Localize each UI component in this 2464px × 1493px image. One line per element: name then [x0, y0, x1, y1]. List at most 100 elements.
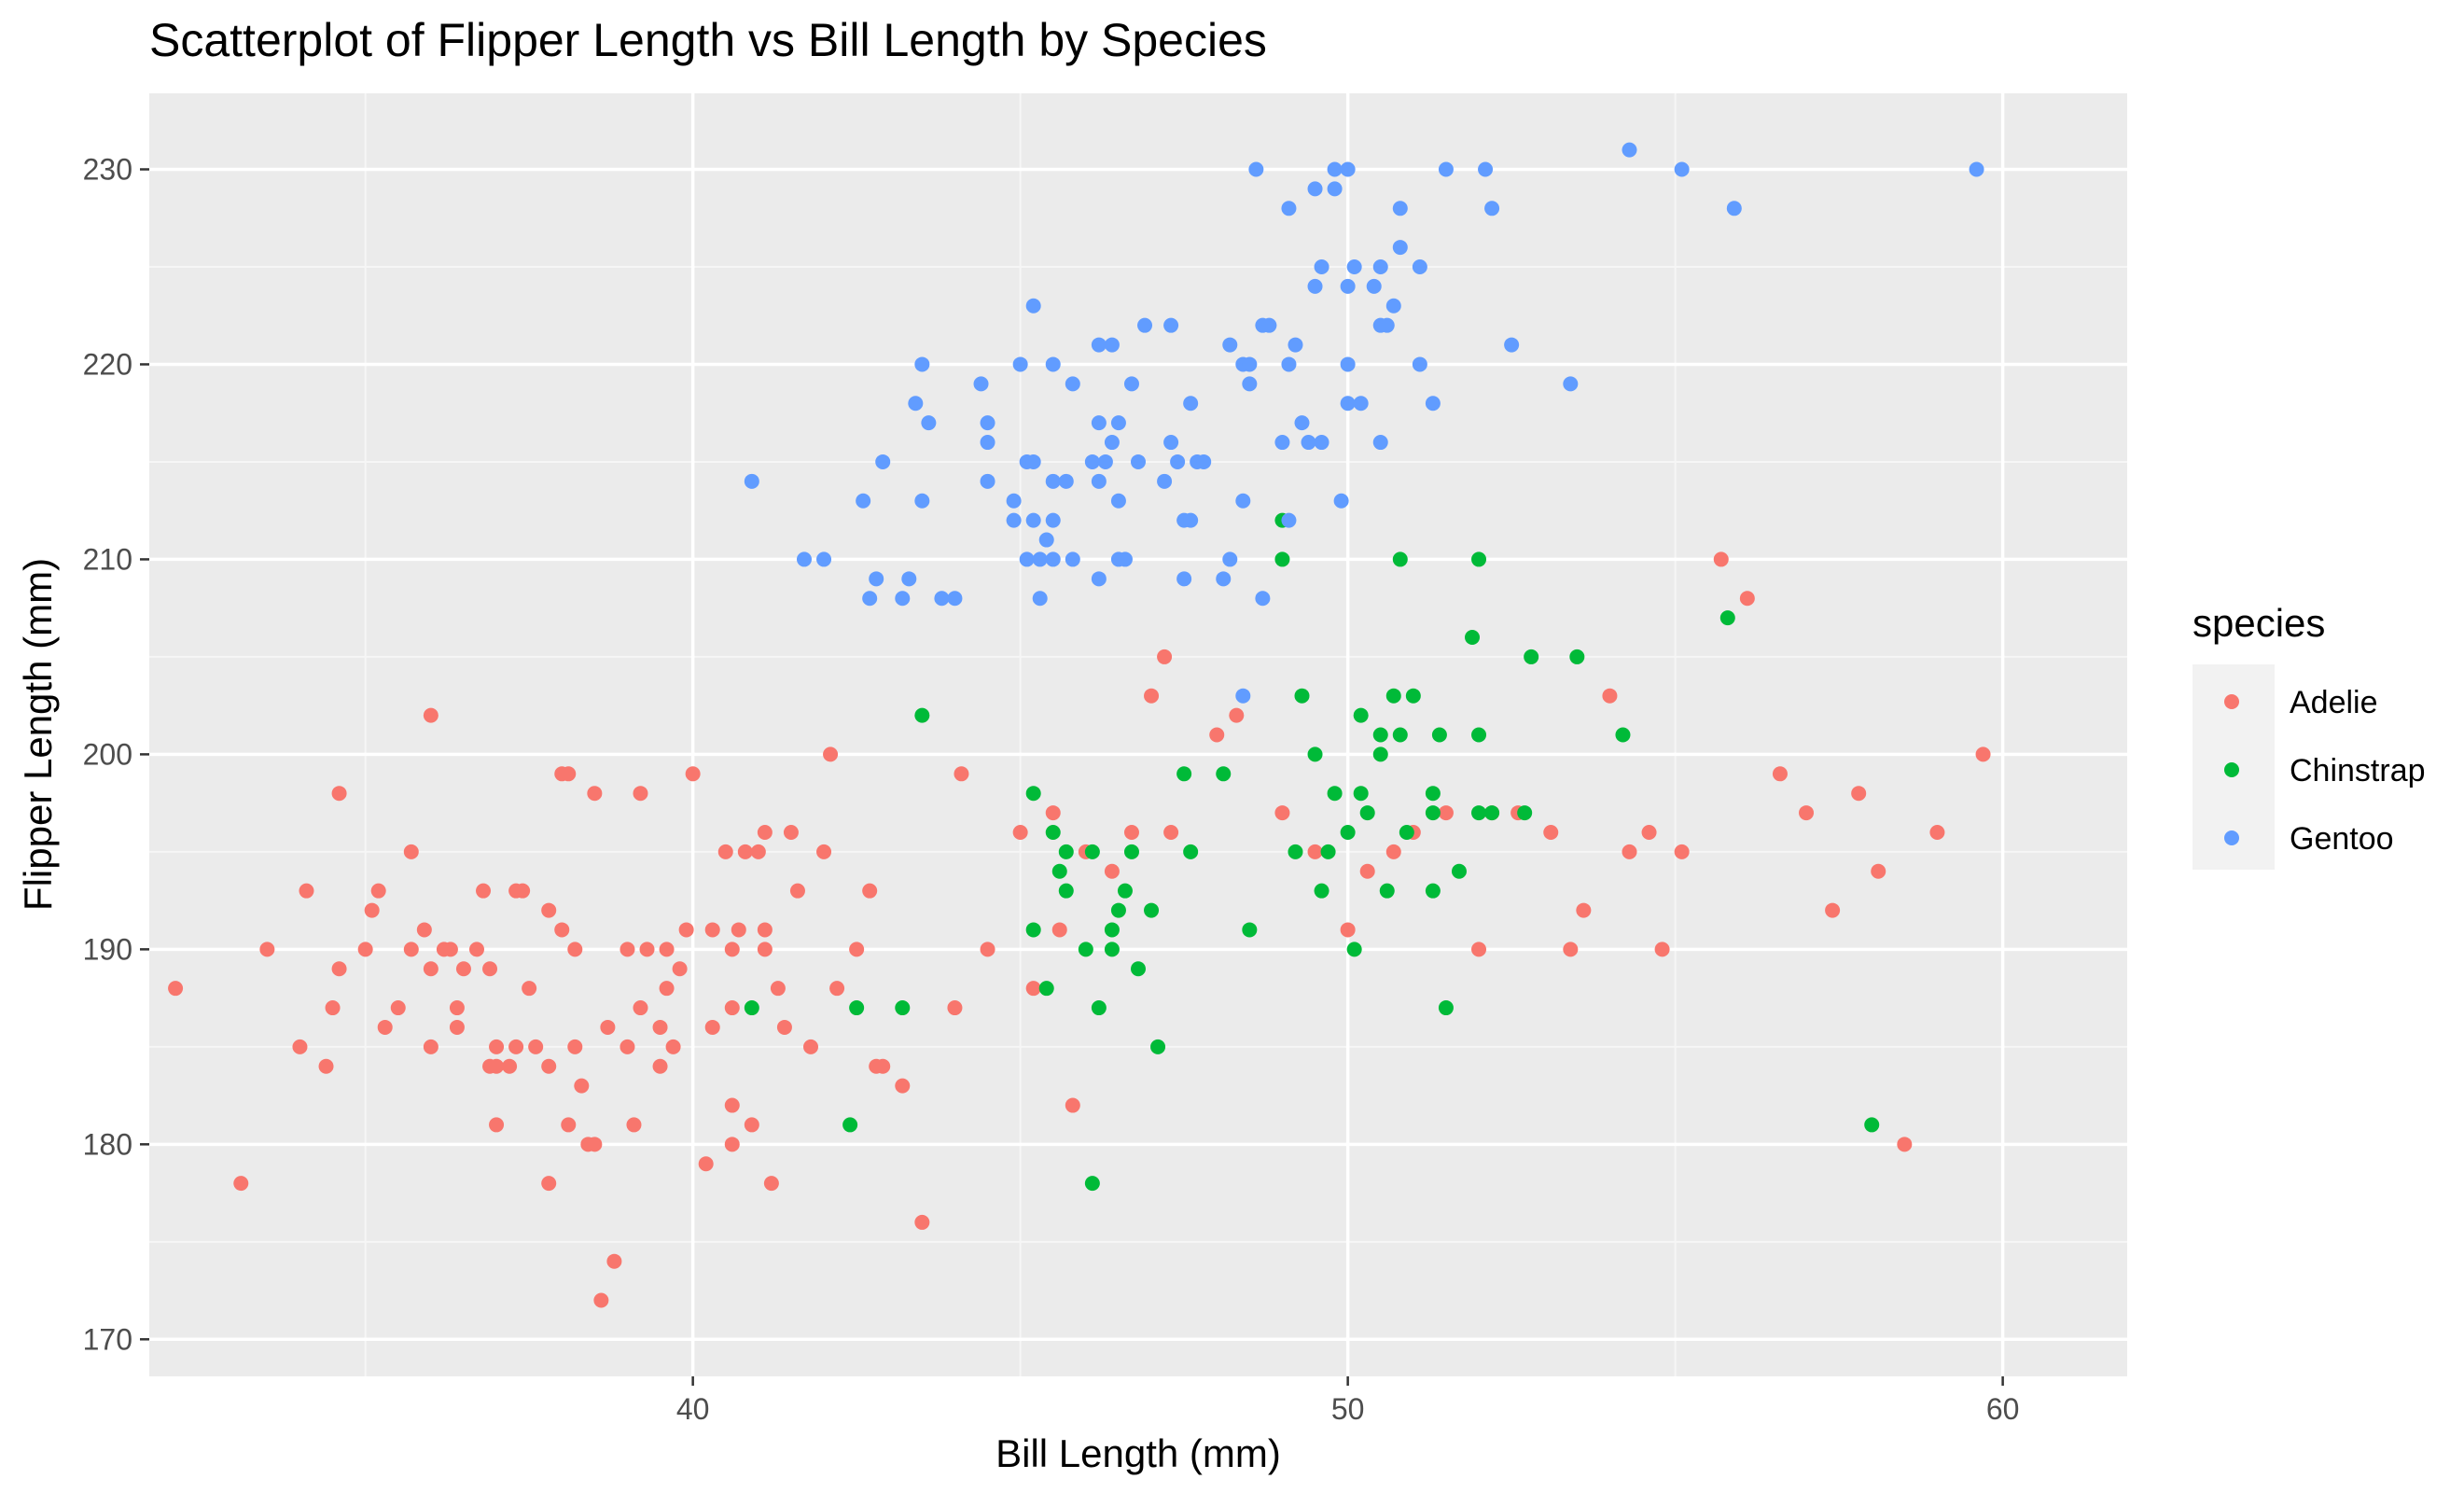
- data-point-chinstrap: [1045, 824, 1061, 840]
- data-point-adelie: [377, 1019, 393, 1035]
- data-point-adelie: [626, 1117, 642, 1133]
- data-point-gentoo: [980, 473, 995, 489]
- data-point-gentoo: [1340, 356, 1356, 372]
- data-point-chinstrap: [842, 1117, 858, 1133]
- data-point-adelie: [672, 961, 688, 977]
- data-point-gentoo: [1065, 376, 1080, 392]
- data-point-gentoo: [914, 356, 930, 372]
- data-point-adelie: [1929, 824, 1945, 840]
- data-point-gentoo: [1438, 161, 1454, 177]
- data-point-chinstrap: [1517, 805, 1533, 821]
- data-point-adelie: [1641, 824, 1657, 840]
- data-point-adelie: [698, 1156, 714, 1172]
- data-point-adelie: [895, 1078, 911, 1094]
- data-point-gentoo: [1084, 453, 1100, 469]
- data-point-adelie: [331, 786, 347, 802]
- data-point-gentoo: [1281, 356, 1297, 372]
- data-point-chinstrap: [1353, 786, 1369, 802]
- data-point-chinstrap: [1314, 883, 1329, 899]
- data-point-adelie: [357, 942, 373, 957]
- data-point-adelie: [370, 883, 386, 899]
- data-point-gentoo: [1123, 376, 1139, 392]
- data-point-chinstrap: [1038, 981, 1054, 997]
- data-point-gentoo: [1392, 240, 1408, 256]
- data-point-chinstrap: [1425, 786, 1441, 802]
- data-point-chinstrap: [1471, 805, 1487, 821]
- data-point-adelie: [1674, 844, 1690, 859]
- x-axis: 40 50 60: [676, 1376, 2019, 1426]
- data-point-adelie: [1229, 707, 1245, 723]
- data-point-chinstrap: [1058, 844, 1074, 859]
- data-point-adelie: [1543, 824, 1559, 840]
- data-point-gentoo: [1216, 571, 1232, 587]
- data-point-adelie: [639, 942, 655, 957]
- data-point-gentoo: [1242, 356, 1258, 372]
- data-point-chinstrap: [1359, 805, 1375, 821]
- data-point-gentoo: [1006, 512, 1022, 528]
- data-point-gentoo: [1307, 181, 1323, 197]
- data-point-adelie: [1340, 922, 1356, 938]
- data-point-chinstrap: [1425, 805, 1441, 821]
- data-point-adelie: [331, 961, 347, 977]
- data-point-gentoo: [1288, 337, 1303, 353]
- data-point-adelie: [1871, 863, 1886, 879]
- data-point-adelie: [1144, 688, 1160, 704]
- data-point-gentoo: [1327, 161, 1343, 177]
- data-point-chinstrap: [1379, 883, 1395, 899]
- data-point-adelie: [489, 1058, 505, 1074]
- data-point-gentoo: [901, 571, 917, 587]
- data-point-chinstrap: [1288, 844, 1303, 859]
- data-point-gentoo: [1726, 201, 1742, 216]
- data-point-gentoo: [1412, 258, 1427, 274]
- data-point-gentoo: [1045, 551, 1061, 567]
- data-point-adelie: [757, 922, 773, 938]
- data-point-chinstrap: [1320, 844, 1336, 859]
- data-point-adelie: [823, 746, 839, 762]
- data-point-adelie: [259, 942, 275, 957]
- data-point-gentoo: [1176, 571, 1192, 587]
- data-point-gentoo: [908, 396, 924, 412]
- data-point-adelie: [1065, 1097, 1080, 1113]
- data-point-gentoo: [1969, 161, 1984, 177]
- data-point-gentoo: [856, 493, 871, 509]
- data-point-gentoo: [1032, 591, 1048, 607]
- data-point-adelie: [364, 902, 380, 918]
- data-point-gentoo: [1170, 453, 1186, 469]
- data-point-adelie: [168, 981, 184, 997]
- data-point-chinstrap: [1242, 922, 1258, 938]
- data-point-adelie: [593, 1292, 609, 1308]
- data-point-adelie: [1209, 727, 1225, 743]
- data-point-adelie: [770, 981, 786, 997]
- data-point-chinstrap: [1372, 746, 1388, 762]
- data-point-gentoo: [980, 415, 995, 431]
- data-point-chinstrap: [1307, 746, 1323, 762]
- data-point-gentoo: [1091, 473, 1107, 489]
- data-point-adelie: [633, 786, 648, 802]
- data-point-adelie: [789, 883, 805, 899]
- data-point-chinstrap: [914, 707, 930, 723]
- data-point-chinstrap: [1471, 551, 1487, 567]
- data-point-gentoo: [1425, 396, 1441, 412]
- data-point-chinstrap: [1392, 551, 1408, 567]
- data-point-gentoo: [1301, 435, 1316, 451]
- data-point-gentoo: [1117, 551, 1133, 567]
- data-point-gentoo: [1392, 201, 1408, 216]
- data-point-adelie: [737, 844, 753, 859]
- data-point-adelie: [390, 1000, 406, 1016]
- data-point-gentoo: [895, 591, 911, 607]
- data-point-adelie: [1799, 805, 1815, 821]
- data-point-adelie: [1438, 805, 1454, 821]
- data-point-adelie: [829, 981, 845, 997]
- data-point-gentoo: [1025, 512, 1041, 528]
- data-point-adelie: [606, 1253, 622, 1269]
- data-point-gentoo: [1366, 278, 1382, 294]
- legend-key-gentoo: [2224, 830, 2239, 845]
- data-point-adelie: [619, 1039, 635, 1054]
- data-point-adelie: [954, 766, 969, 782]
- data-point-chinstrap: [1405, 688, 1421, 704]
- data-point-adelie: [1274, 805, 1290, 821]
- data-point-chinstrap: [1294, 688, 1310, 704]
- data-point-adelie: [587, 786, 603, 802]
- data-point-adelie: [731, 922, 746, 938]
